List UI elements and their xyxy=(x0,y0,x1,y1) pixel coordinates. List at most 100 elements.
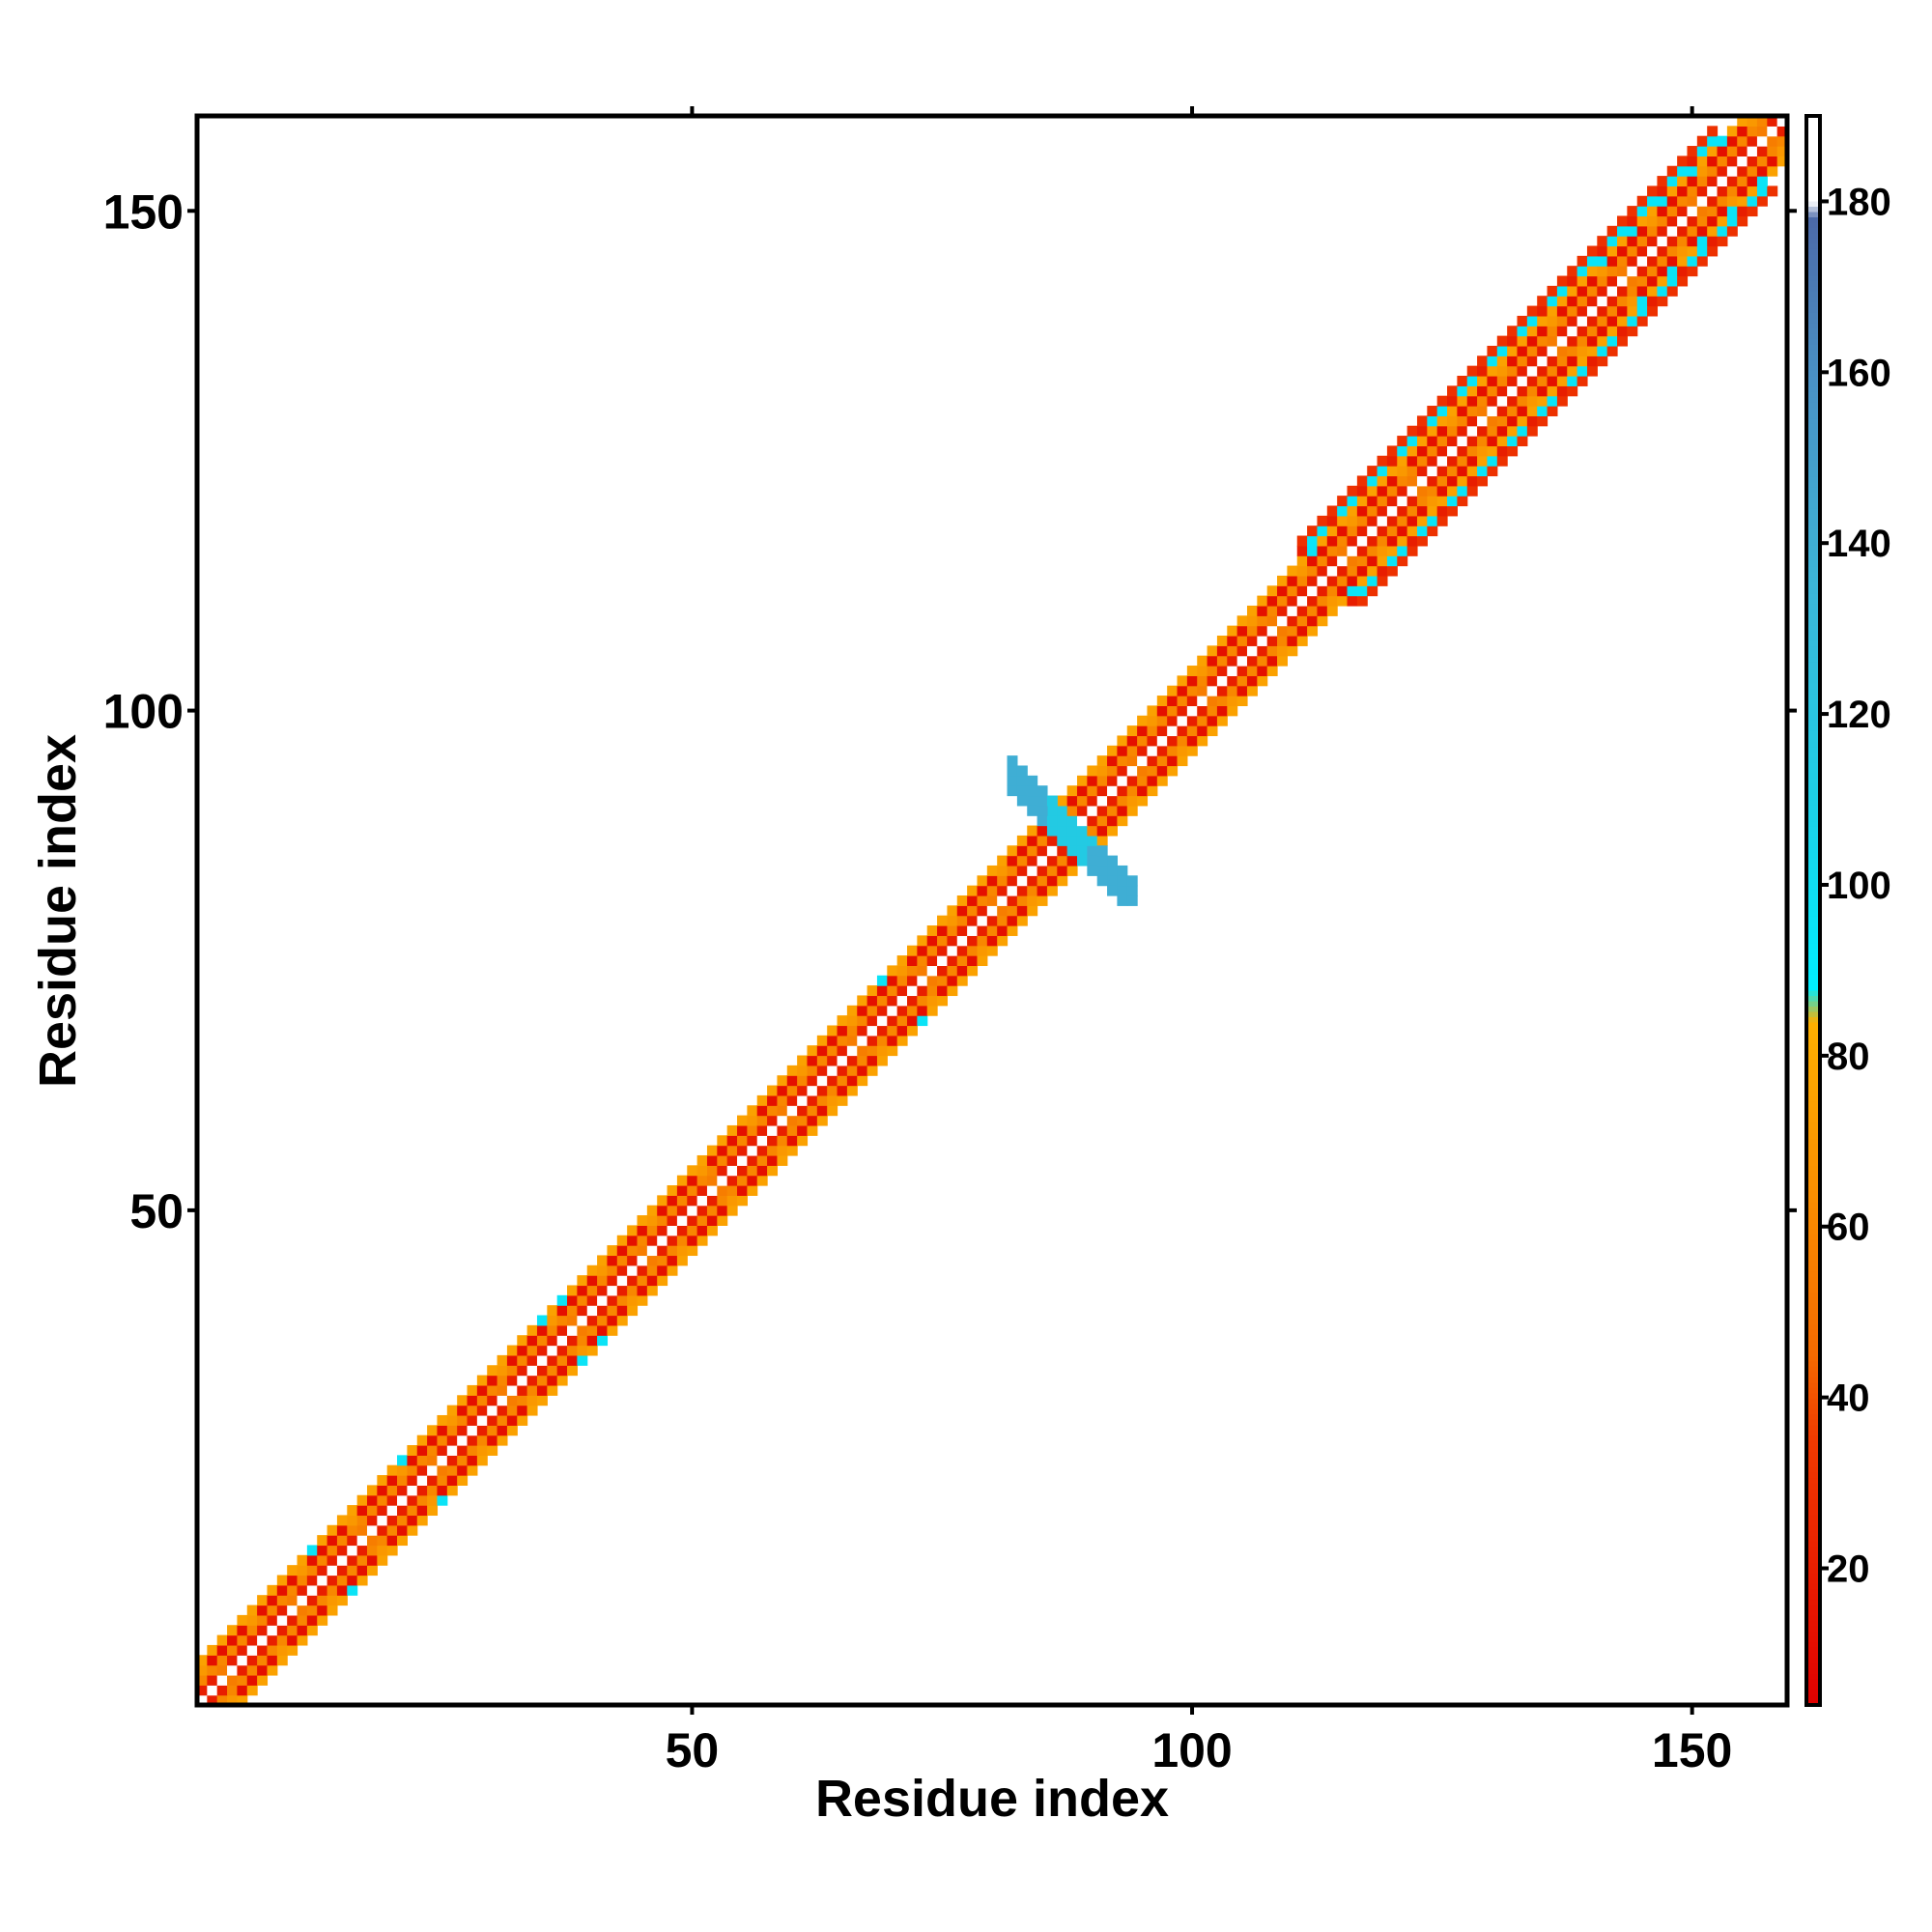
heatmap-cell xyxy=(317,1565,328,1577)
heatmap-cell xyxy=(1416,515,1428,526)
heatmap-cell xyxy=(807,1085,818,1096)
colorbar-segment xyxy=(1806,1604,1820,1611)
heatmap-cell xyxy=(1427,455,1438,467)
heatmap-cell xyxy=(556,1294,568,1306)
heatmap-cell xyxy=(1096,785,1108,797)
heatmap-cell xyxy=(1007,755,1018,767)
heatmap-cell xyxy=(327,1584,338,1596)
colorbar-segment xyxy=(1806,989,1820,997)
colorbar-segment xyxy=(1806,825,1820,833)
heatmap-cell xyxy=(1597,275,1608,287)
heatmap-cell xyxy=(1386,565,1398,577)
heatmap-cell xyxy=(717,1145,728,1156)
heatmap-cell xyxy=(1657,236,1668,247)
colorbar-segment xyxy=(1806,889,1820,895)
heatmap-cell xyxy=(1526,305,1538,317)
heatmap-cell xyxy=(1356,535,1368,547)
colorbar-segment xyxy=(1806,603,1820,610)
heatmap-cell xyxy=(1567,335,1578,347)
heatmap-cell xyxy=(816,1035,828,1046)
heatmap-cell xyxy=(967,935,979,947)
heatmap-cell xyxy=(1117,785,1128,797)
heatmap-cell xyxy=(237,1644,248,1656)
colorbar-segment xyxy=(1806,1556,1820,1563)
heatmap-cell xyxy=(1487,466,1498,477)
heatmap-cell xyxy=(1337,526,1349,537)
heatmap-cell xyxy=(1107,755,1118,767)
heatmap-cell xyxy=(207,1694,218,1706)
heatmap-cell xyxy=(1377,475,1388,487)
heatmap-cell xyxy=(907,985,918,997)
heatmap-cell xyxy=(257,1655,269,1666)
heatmap-cell xyxy=(336,1515,348,1526)
heatmap-cell xyxy=(616,1315,628,1326)
heatmap-cell xyxy=(816,1075,828,1087)
colorbar-segment xyxy=(1806,714,1820,721)
colorbar-segment xyxy=(1806,942,1820,949)
heatmap-cell xyxy=(1246,635,1258,646)
heatmap-cell xyxy=(1457,436,1468,447)
heatmap-cell xyxy=(1277,595,1288,607)
heatmap-cell xyxy=(1037,805,1048,816)
heatmap-cell xyxy=(997,895,1009,906)
heatmap-cell xyxy=(1606,315,1618,327)
heatmap-cell xyxy=(807,1115,818,1126)
heatmap-cell xyxy=(786,1135,798,1147)
heatmap-cell xyxy=(1487,375,1498,386)
heatmap-cell xyxy=(427,1464,439,1476)
heatmap-cell xyxy=(807,1094,818,1106)
heatmap-cell xyxy=(1436,455,1448,467)
heatmap-cell xyxy=(657,1275,668,1287)
heatmap-cell xyxy=(237,1674,248,1686)
colorbar-segment xyxy=(1806,528,1820,535)
heatmap-cell xyxy=(1496,375,1508,386)
heatmap-cell xyxy=(1487,355,1498,367)
heatmap-cell xyxy=(1707,236,1719,247)
heatmap-cell xyxy=(446,1425,458,1436)
heatmap-cell xyxy=(726,1135,738,1147)
heatmap-cell xyxy=(1666,266,1678,277)
heatmap-cell xyxy=(1726,156,1738,167)
heatmap-cell xyxy=(1087,835,1098,846)
heatmap-cell xyxy=(487,1384,498,1396)
heatmap-cell xyxy=(1677,266,1689,277)
heatmap-cell xyxy=(1277,605,1288,616)
heatmap-cell xyxy=(737,1135,748,1147)
heatmap-cell xyxy=(1756,176,1768,187)
heatmap-cell xyxy=(857,995,868,1007)
heatmap-cell xyxy=(967,945,979,956)
heatmap-cell xyxy=(1386,496,1398,507)
heatmap-cell xyxy=(1397,475,1408,487)
heatmap-cell xyxy=(1406,425,1418,437)
heatmap-cell xyxy=(1246,655,1258,667)
heatmap-cell xyxy=(1037,855,1048,867)
heatmap-cell xyxy=(1507,365,1519,377)
heatmap-cell xyxy=(1266,615,1278,627)
heatmap-cell xyxy=(336,1575,348,1586)
heatmap-cell xyxy=(1007,765,1018,777)
heatmap-cell xyxy=(1447,436,1458,447)
colorbar-segment xyxy=(1806,189,1820,197)
heatmap-cell xyxy=(1696,185,1708,197)
heatmap-cell xyxy=(797,1065,809,1076)
heatmap-cell xyxy=(1487,406,1498,416)
heatmap-cell xyxy=(646,1255,658,1266)
colorbar-segment xyxy=(1806,1143,1820,1151)
heatmap-cell xyxy=(1016,795,1028,807)
heatmap-cell xyxy=(1707,185,1719,197)
heatmap-cell xyxy=(216,1634,228,1646)
heatmap-cell xyxy=(1207,655,1218,667)
heatmap-cell xyxy=(377,1545,388,1556)
heatmap-cell xyxy=(997,935,1009,947)
heatmap-cell xyxy=(1606,305,1618,317)
heatmap-cell xyxy=(1647,296,1659,307)
heatmap-cell xyxy=(1627,206,1638,217)
colorbar-segment xyxy=(1806,1509,1820,1516)
heatmap-cell xyxy=(1287,595,1298,607)
heatmap-cell xyxy=(1767,135,1778,147)
heatmap-cell xyxy=(1126,765,1138,777)
heatmap-cell xyxy=(977,885,988,896)
heatmap-cell xyxy=(597,1324,609,1336)
colorbar-segment xyxy=(1806,1069,1820,1076)
